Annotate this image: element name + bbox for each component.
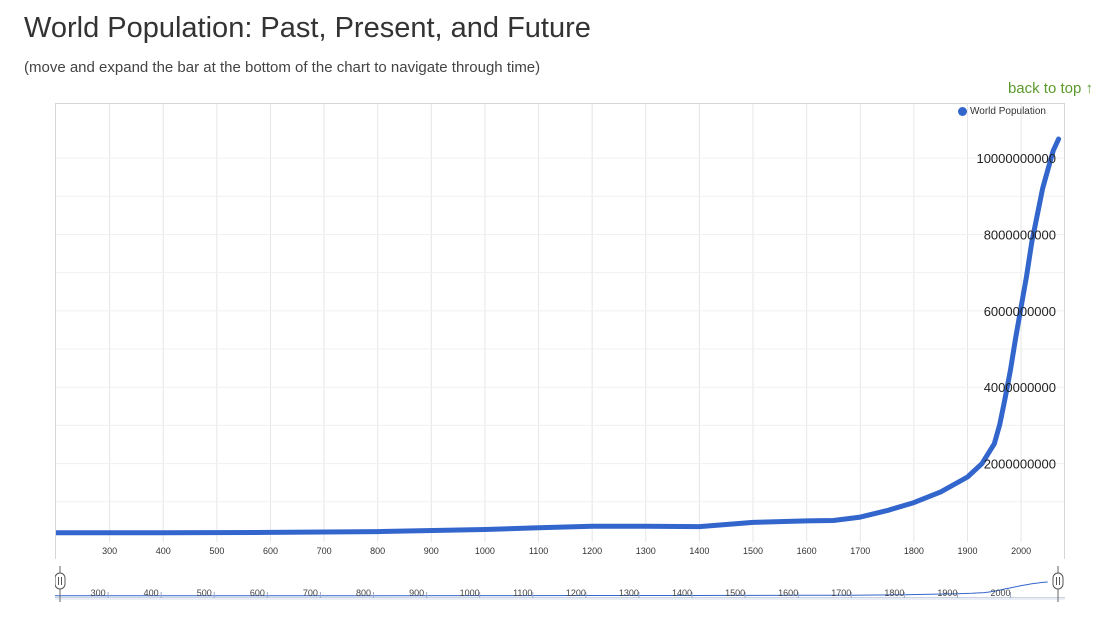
x-tick-label: 1200 xyxy=(582,546,602,556)
navigator-right-handle[interactable] xyxy=(1052,566,1064,602)
x-tick-label: 300 xyxy=(102,546,117,556)
x-tick-label: 900 xyxy=(424,546,439,556)
navigator-tick-label: 1300 xyxy=(619,588,639,598)
x-tick-label: 1300 xyxy=(636,546,656,556)
navigator-tick-label: 1700 xyxy=(831,588,851,598)
x-tick-label: 2000 xyxy=(1011,546,1031,556)
navigator-tick-label: 800 xyxy=(356,588,371,598)
y-tick-label: 8000000000 xyxy=(984,227,1056,242)
population-line-chart: 300 400 500 600 700 800 900 1000 1100 1200 1300 140… xyxy=(56,104,1064,556)
navigator-tick-label: 900 xyxy=(409,588,424,598)
navigator-tick-label: 700 xyxy=(303,588,318,598)
x-tick-label: 1600 xyxy=(797,546,817,556)
navigator-tick-label: 1100 xyxy=(513,588,532,598)
x-tick-label: 1100 xyxy=(529,546,548,556)
chart-area[interactable]: 300 400 500 600 700 800 900 1000 1100 1200 1300 140… xyxy=(55,103,1065,559)
navigator-track[interactable]: 300 400 500 600 700 800 900 1000 1100 1200 1300 140… xyxy=(54,566,1065,602)
navigator-tick-label: 2000 xyxy=(991,588,1011,598)
navigator-tick-label: 1400 xyxy=(672,588,692,598)
grid-lines xyxy=(56,104,1064,542)
handle-grip xyxy=(1052,572,1064,590)
x-tick-label: 800 xyxy=(370,546,385,556)
navigator-tick-label: 1000 xyxy=(460,588,480,598)
page-subtitle: (move and expand the bar at the bottom o… xyxy=(24,59,541,76)
navigator-tick-label: 400 xyxy=(144,588,159,598)
navigator-tick-label: 1200 xyxy=(566,588,586,598)
navigator-left-handle[interactable] xyxy=(54,566,66,602)
navigator-tick-label: 1800 xyxy=(884,588,904,598)
legend-swatch xyxy=(958,107,967,116)
x-tick-label: 400 xyxy=(156,546,171,556)
y-tick-label: 2000000000 xyxy=(984,457,1056,472)
y-tick-label: 10000000000 xyxy=(976,151,1056,166)
navigator-tick-label: 1500 xyxy=(725,588,745,598)
y-tick-label: 6000000000 xyxy=(984,304,1056,319)
legend-label: World Population xyxy=(970,106,1046,117)
x-tick-label: 500 xyxy=(209,546,224,556)
page-title: World Population: Past, Present, and Fut… xyxy=(24,12,591,44)
x-tick-label: 1500 xyxy=(743,546,763,556)
x-tick-label: 1000 xyxy=(475,546,495,556)
back-to-top-link[interactable]: back to top ↑ xyxy=(1007,80,1093,97)
x-tick-label: 700 xyxy=(317,546,332,556)
series-line-world-population xyxy=(56,136,1062,536)
x-tick-label: 1700 xyxy=(850,546,870,556)
time-navigator[interactable]: 300 400 500 600 700 800 900 1000 1100 1200 1300 140… xyxy=(54,566,1065,602)
navigator-tick-label: 600 xyxy=(250,588,265,598)
x-tick-label: 1900 xyxy=(957,546,977,556)
navigator-tick-label: 1600 xyxy=(778,588,798,598)
navigator-tick-label: 300 xyxy=(91,588,106,598)
x-tick-label: 1800 xyxy=(904,546,924,556)
handle-grip xyxy=(54,572,66,590)
chart-legend[interactable]: World Population xyxy=(958,106,1046,117)
x-tick-label: 600 xyxy=(263,546,278,556)
navigator-tick-label: 500 xyxy=(197,588,212,598)
y-tick-label: 4000000000 xyxy=(984,380,1056,395)
navigator-tick-label: 1900 xyxy=(937,588,957,598)
x-tick-label: 1400 xyxy=(689,546,709,556)
